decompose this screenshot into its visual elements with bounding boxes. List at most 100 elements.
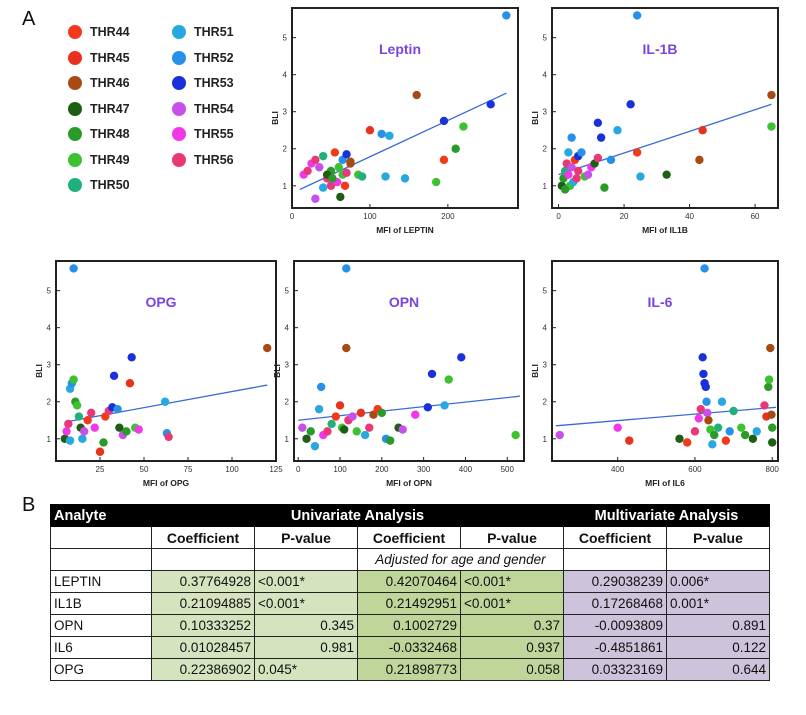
data-point xyxy=(439,155,449,165)
data-point xyxy=(412,90,421,100)
analyte-cell: OPN xyxy=(50,614,152,637)
y-tick-label: 1 xyxy=(283,182,288,191)
y-tick-label: 4 xyxy=(47,324,52,333)
legend-label: THR55 xyxy=(194,127,234,141)
data-point xyxy=(385,131,394,140)
data-point xyxy=(334,163,343,172)
data-point xyxy=(636,172,645,181)
data-point xyxy=(342,168,351,178)
legend-item: THR55 xyxy=(172,127,234,141)
legend-item: THR53 xyxy=(172,76,234,90)
data-point xyxy=(360,430,370,440)
legend-item: THR47 xyxy=(68,101,130,116)
data-point xyxy=(306,427,315,436)
data-point xyxy=(356,408,366,418)
note-blank-3 xyxy=(254,548,358,571)
table-note-row: Adjusted for age and gender xyxy=(50,548,770,571)
data-point xyxy=(708,440,717,449)
data-point xyxy=(127,353,136,362)
y-tick-label: 3 xyxy=(543,361,548,370)
scatter-opn: 1 2 3 4 5 0 100 200 300 400 500 MFI of OPN BLI OPN xyxy=(272,260,525,488)
legend-color-dot xyxy=(172,25,186,39)
table-row: OPN 0.10333252 0.345 0.1002729 0.37 -0.009380… xyxy=(50,614,770,637)
x-tick-label: 40 xyxy=(685,212,694,221)
data-point xyxy=(323,427,332,436)
note-blank-4 xyxy=(563,548,667,571)
x-tick-label: 50 xyxy=(140,465,149,474)
table-header-row-2: Coefficient P-value Coefficient P-value … xyxy=(50,526,770,549)
data-point xyxy=(115,423,124,432)
x-tick-label: 125 xyxy=(269,465,283,474)
legend-label: THR45 xyxy=(90,50,130,65)
data-point xyxy=(701,382,710,392)
y-tick-label: 2 xyxy=(47,398,52,407)
x-tick-label: 25 xyxy=(96,465,105,474)
adj-coef-cell: 0.42070464 xyxy=(357,570,461,593)
note-blank-5 xyxy=(666,548,770,571)
analyte-cell: LEPTIN xyxy=(50,570,152,593)
y-axis-label: BLI xyxy=(272,364,282,378)
data-point xyxy=(690,427,700,436)
data-point xyxy=(767,410,776,419)
uni-coef-cell: 0.22386902 xyxy=(151,658,255,681)
data-point xyxy=(62,427,71,436)
data-point xyxy=(298,423,307,432)
data-point xyxy=(340,181,350,190)
data-point xyxy=(632,148,642,157)
y-tick-label: 1 xyxy=(543,182,548,191)
header-pvalue-3: P-value xyxy=(666,526,770,549)
header-coefficient-1: Coefficient xyxy=(151,526,255,549)
legend-color-dot xyxy=(172,50,186,65)
data-point xyxy=(560,185,570,194)
data-point xyxy=(613,423,622,432)
data-point xyxy=(699,369,708,379)
header-univariate: Univariate Analysis xyxy=(151,504,564,527)
legend-item: THR49 xyxy=(68,152,130,167)
y-tick-label: 5 xyxy=(543,34,548,43)
data-point xyxy=(713,423,723,432)
x-tick-label: 300 xyxy=(417,465,431,474)
x-axis-label: MFI of IL6 xyxy=(645,478,685,488)
data-point xyxy=(710,430,719,440)
data-point xyxy=(365,126,375,135)
data-point xyxy=(583,170,593,179)
data-point xyxy=(760,401,769,410)
legend-item: THR48 xyxy=(68,127,130,141)
legend-label: THR49 xyxy=(90,152,130,167)
y-tick-label: 1 xyxy=(543,435,548,444)
header-pvalue-2: P-value xyxy=(460,526,564,549)
data-point xyxy=(717,397,727,406)
data-point xyxy=(377,129,386,139)
x-tick-label: 400 xyxy=(611,465,625,474)
data-point xyxy=(79,427,89,436)
legend-color-dot xyxy=(68,76,82,90)
adj-coef-cell: 0.21492951 xyxy=(357,592,461,615)
x-axis-label: MFI of OPG xyxy=(143,478,190,488)
data-point xyxy=(365,423,374,432)
data-point xyxy=(352,427,361,436)
legend-color-dot xyxy=(68,127,82,141)
data-point xyxy=(342,343,351,353)
legend-color-dot xyxy=(172,101,186,116)
data-point xyxy=(411,410,420,419)
multi-p-cell: 0.122 xyxy=(666,636,770,659)
data-point xyxy=(64,419,73,429)
x-tick-label: 100 xyxy=(333,465,347,474)
data-point xyxy=(74,412,84,421)
chart-title: OPN xyxy=(389,294,419,310)
data-point xyxy=(398,425,407,434)
data-point xyxy=(593,153,603,163)
y-axis-label: BLI xyxy=(270,111,280,125)
header-pvalue-1: P-value xyxy=(254,526,358,549)
y-tick-label: 5 xyxy=(47,287,52,296)
y-tick-label: 4 xyxy=(285,324,290,333)
y-axis-label: BLI xyxy=(530,111,540,125)
data-point xyxy=(698,353,707,362)
legend-item: THR44 xyxy=(68,25,130,39)
x-tick-label: 0 xyxy=(296,465,301,474)
data-point xyxy=(675,434,684,443)
y-tick-label: 4 xyxy=(543,71,548,80)
uni-coef-cell: 0.21094885 xyxy=(151,592,255,615)
adj-coef-cell: 0.21898773 xyxy=(357,658,461,681)
data-point xyxy=(440,401,449,410)
